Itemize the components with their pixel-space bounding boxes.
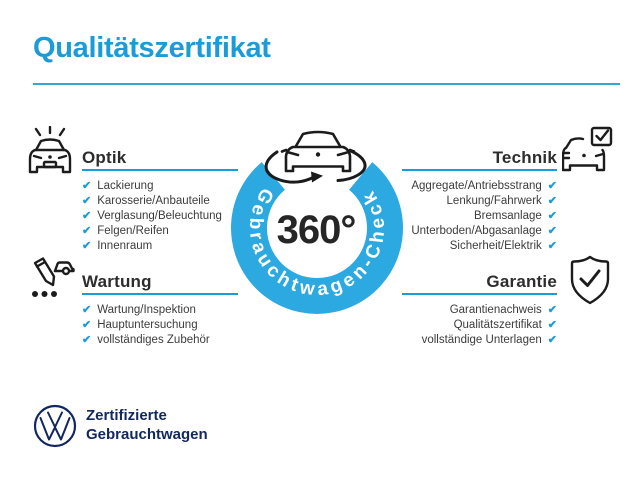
check-icon: ✔ — [547, 240, 557, 252]
check-item-label: Unterboden/Abgasanlage — [411, 225, 542, 237]
check-item-label: vollständige Unterlagen — [421, 334, 542, 346]
section-garantie: Garantie Garantienachweis ✔ Qualitätszerti… — [402, 271, 557, 348]
check-item: ✔ Wartung/Inspektion — [82, 303, 238, 318]
brand-claim-line2: Gebrauchtwagen — [86, 426, 208, 443]
brand-claim: Zertifizierte Gebrauchtwagen — [86, 406, 208, 444]
check-icon: ✔ — [547, 334, 557, 346]
car-shine-icon — [24, 125, 76, 185]
vw-logo — [33, 404, 77, 453]
check-icon: ✔ — [547, 180, 557, 192]
page-title: Qualitätszertifikat — [33, 32, 271, 64]
check-item-label: Verglasung/Beleuchtung — [97, 210, 222, 222]
check-item-label: Felgen/Reifen — [97, 225, 169, 237]
check-icon: ✔ — [82, 180, 92, 192]
check-item: Qualitätszertifikat ✔ — [402, 318, 557, 333]
check-item: ✔ vollständiges Zubehör — [82, 333, 238, 348]
check-icon: ✔ — [82, 319, 92, 331]
check-item-label: Lackierung — [97, 180, 154, 192]
check-item-label: Innenraum — [97, 240, 153, 252]
title-divider — [33, 83, 620, 85]
check-icon: ✔ — [82, 225, 92, 237]
check-item-label: Karosserie/Anbauteile — [97, 195, 210, 207]
brand-claim-line1: Zertifizierte — [86, 407, 167, 424]
pencil-car-checklist-icon — [25, 254, 77, 313]
check-item: Bremsanlage ✔ — [402, 209, 557, 224]
check-item-label: Aggregate/Antriebsstrang — [411, 180, 542, 192]
check-item: Aggregate/Antriebsstrang ✔ — [402, 179, 557, 194]
check-icon: ✔ — [82, 304, 92, 316]
check-item-label: Bremsanlage — [474, 210, 542, 222]
check-item: ✔ Felgen/Reifen — [82, 224, 238, 239]
check-item: Lenkung/Fahrwerk ✔ — [402, 194, 557, 209]
check-item: ✔ Hauptuntersuchung — [82, 318, 238, 333]
check-icon: ✔ — [547, 225, 557, 237]
check-item-label: Wartung/Inspektion — [97, 304, 196, 316]
check-item-label: Garantienachweis — [449, 304, 542, 316]
check-item: ✔ Karosserie/Anbauteile — [82, 194, 238, 209]
check-item-label: Qualitätszertifikat — [453, 319, 542, 331]
check-item: ✔ Innenraum — [82, 239, 238, 254]
section-heading: Wartung — [82, 272, 152, 291]
check-icon: ✔ — [547, 210, 557, 222]
ring-shape — [231, 162, 404, 314]
section-heading: Technik — [492, 148, 557, 167]
check-item: Unterboden/Abgasanlage ✔ — [402, 224, 557, 239]
section-item-list: ✔ Wartung/Inspektion ✔ Hauptuntersuchung ✔ vo… — [82, 303, 238, 348]
check-item-label: Hauptuntersuchung — [97, 319, 198, 331]
check-item: Sicherheit/Elektrik ✔ — [402, 239, 557, 254]
section-divider — [402, 169, 557, 171]
section-divider — [82, 293, 238, 295]
section-item-list: Garantienachweis ✔ Qualitätszertifikat ✔ vol… — [402, 303, 557, 348]
check-item-label: vollständiges Zubehör — [97, 334, 210, 346]
shield-check-icon — [567, 255, 613, 312]
check-icon: ✔ — [547, 195, 557, 207]
check-icon: ✔ — [82, 195, 92, 207]
check-icon: ✔ — [82, 334, 92, 346]
check-icon: ✔ — [547, 319, 557, 331]
check-item: vollständige Unterlagen ✔ — [402, 333, 557, 348]
section-heading: Garantie — [486, 272, 557, 291]
section-divider — [82, 169, 238, 171]
check-icon: ✔ — [547, 304, 557, 316]
car-checkbox-icon — [561, 126, 614, 185]
badge-value: 360° — [277, 208, 356, 252]
check-icon: ✔ — [82, 210, 92, 222]
section-divider — [402, 293, 557, 295]
car-rotation-icon — [264, 130, 367, 184]
section-item-list: ✔ Lackierung ✔ Karosserie/Anbauteile ✔ Vergla… — [82, 179, 238, 254]
section-technik: Technik Aggregate/Antriebsstrang ✔ Lenkung… — [402, 147, 557, 254]
section-heading: Optik — [82, 148, 127, 167]
check-icon: ✔ — [82, 240, 92, 252]
check-item: ✔ Verglasung/Beleuchtung — [82, 209, 238, 224]
section-item-list: Aggregate/Antriebsstrang ✔ Lenkung/Fahrwer… — [402, 179, 557, 254]
check-item: Garantienachweis ✔ — [402, 303, 557, 318]
check-item: ✔ Lackierung — [82, 179, 238, 194]
section-wartung: Wartung ✔ Wartung/Inspektion ✔ Hauptuntersu… — [82, 271, 238, 348]
check-item-label: Sicherheit/Elektrik — [449, 240, 542, 252]
section-optik: Optik ✔ Lackierung ✔ Karosserie/Anbauteile ✔… — [82, 147, 238, 254]
check-item-label: Lenkung/Fahrwerk — [446, 195, 542, 207]
